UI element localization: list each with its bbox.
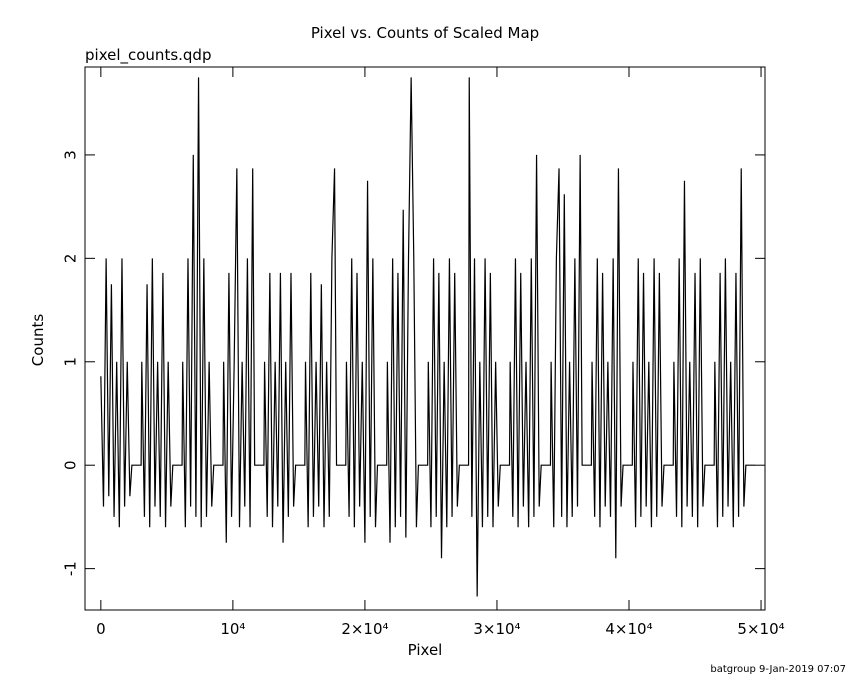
y-tick-label: 3 xyxy=(62,150,80,160)
x-tick-label: 10⁴ xyxy=(220,620,245,638)
plot-frame xyxy=(84,66,766,611)
x-tick-label: 4×10⁴ xyxy=(605,620,652,638)
y-axis-label: Counts xyxy=(29,314,47,367)
x-tick-label: 5×10⁴ xyxy=(737,620,784,638)
y-tick-label: -1 xyxy=(62,561,80,576)
chart-title: Pixel vs. Counts of Scaled Map xyxy=(311,24,539,42)
y-tick-label: 2 xyxy=(62,254,80,264)
y-tick-label: 1 xyxy=(62,357,80,367)
y-tick-label: 0 xyxy=(62,460,80,470)
footer: batgroup 9-Jan-2019 07:07 xyxy=(710,664,846,675)
chart-subtitle: pixel_counts.qdp xyxy=(85,46,211,65)
x-tick-label: 2×10⁴ xyxy=(341,620,388,638)
data-line xyxy=(100,77,756,597)
x-tick-label: 3×10⁴ xyxy=(473,620,520,638)
x-axis-label: Pixel xyxy=(408,641,443,659)
x-tick-label: 0 xyxy=(96,620,106,638)
